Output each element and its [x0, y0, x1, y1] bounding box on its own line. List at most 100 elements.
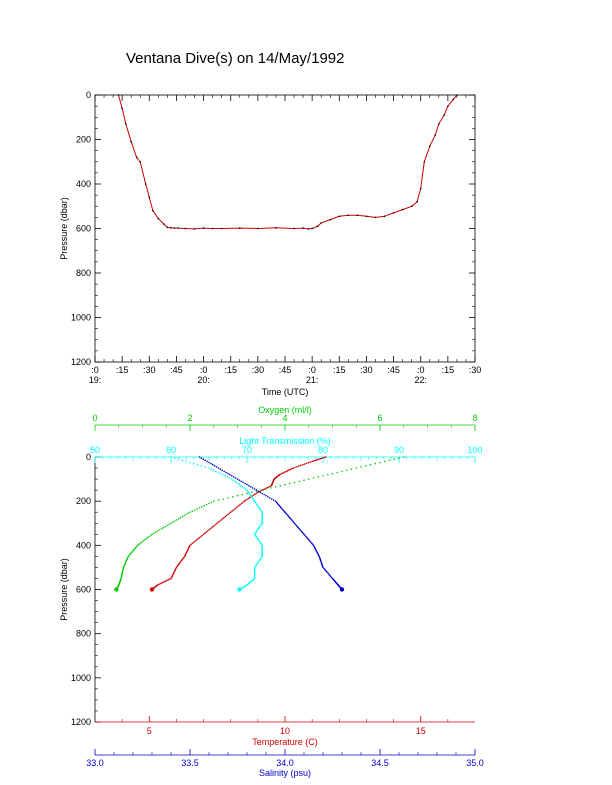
y-tick-label: 1200: [71, 357, 91, 367]
light-profile-point: [253, 567, 256, 570]
oxygen-profile-point: [166, 524, 168, 527]
temperature-profile-point: [242, 501, 244, 504]
temperature-profile-point: [298, 465, 300, 467]
depth-trace-point: [452, 98, 455, 101]
temperature-profile-point: [289, 468, 292, 471]
salinity-profile-point: [276, 502, 279, 505]
light-profile-point: [217, 471, 219, 474]
temperature-profile-point: [166, 579, 168, 582]
oxygen-profile-point: [158, 529, 161, 531]
salinity-profile-point: [259, 491, 262, 494]
temperature-profile-point: [223, 516, 225, 519]
temperature-axis-title: Temperature (C): [252, 737, 318, 747]
light-profile-point: [185, 460, 187, 463]
y-tick-label: 800: [76, 629, 91, 639]
light-profile-point: [261, 545, 264, 548]
depth-trace-line: [118, 94, 458, 230]
salinity-profile-point: [221, 469, 224, 472]
light-profile-point: [256, 530, 258, 532]
temperature-profile-point: [318, 458, 320, 461]
depth-trace-point: [152, 209, 154, 212]
temperature-profile-point: [162, 581, 164, 584]
temperature-profile-point: [202, 533, 205, 536]
light-profile-point: [250, 494, 252, 497]
temperature-profile-point: [194, 540, 197, 542]
oxygen-profile-point: [317, 476, 320, 478]
temperature-profile-point: [254, 493, 256, 495]
oxygen-profile-point: [336, 471, 339, 474]
salinity-profile-point: [283, 510, 285, 512]
x-tick-label: :45: [279, 365, 292, 375]
salinity-profile-point: [282, 509, 284, 511]
salinity-profile-point: [202, 458, 205, 461]
salinity-profile-point: [305, 535, 307, 538]
temperature-profile-point: [247, 497, 250, 500]
oxygen-profile-point: [130, 552, 132, 554]
depth-trace-point: [434, 134, 436, 136]
light-profile-point: [255, 502, 257, 505]
depth-trace-point: [275, 227, 277, 229]
light-profile-point: [259, 508, 261, 510]
oxygen-profile-point: [185, 513, 187, 516]
salinity-profile-point: [289, 518, 292, 520]
light-profile-point: [261, 553, 264, 555]
salinity-profile-point: [279, 505, 282, 508]
temperature-profile-point: [316, 458, 319, 461]
transmission-tick-label: 60: [166, 445, 176, 455]
salinity-profile-point: [299, 529, 302, 531]
chart-title: Ventana Dive(s) on 14/May/1992: [126, 50, 345, 67]
oxygen-axis-title: Oxygen (ml/l): [258, 405, 312, 415]
depth-trace-point: [166, 226, 169, 229]
salinity-profile-point: [251, 487, 254, 489]
temperature-tick-label: 10: [280, 726, 290, 736]
oxygen-profile-point: [128, 554, 130, 557]
oxygen-profile-point: [379, 461, 381, 464]
salinity-profile-point: [290, 519, 293, 521]
salinity-profile-point: [204, 459, 206, 462]
salinity-profile-point: [294, 523, 297, 526]
temperature-profile-point: [234, 508, 236, 510]
depth-trace-point: [124, 123, 127, 125]
temperature-profile-point: [324, 456, 327, 458]
temperature-profile-point: [177, 564, 179, 566]
oxygen-profile-bottom-point: [114, 587, 119, 592]
temperature-profile-point: [205, 531, 208, 533]
depth-trace-point: [173, 227, 176, 229]
y-tick-label: 600: [76, 585, 91, 595]
depth-trace-point: [311, 227, 313, 230]
temperature-profile-point: [244, 499, 247, 502]
oxygen-profile-point: [222, 498, 225, 500]
depth-trace-point: [316, 225, 319, 228]
x-tick-label-hour: 22:: [414, 375, 427, 385]
oxygen-profile-point: [135, 546, 137, 549]
transmission-axis-title: Light Transmission (%): [239, 436, 331, 446]
depth-trace-point: [293, 227, 295, 230]
temperature-profile-point: [178, 562, 181, 564]
depth-trace-point: [347, 214, 350, 216]
light-profile-point: [210, 468, 213, 470]
depth-trace-point: [443, 114, 446, 116]
x-tick-label: :45: [387, 365, 400, 375]
oxygen-profile-point: [341, 470, 343, 473]
temperature-profile-point: [311, 460, 313, 463]
light-profile-point: [243, 487, 245, 489]
time-series-plot: 020040060080010001200:019::15:30:45:020:…: [59, 90, 481, 397]
depth-trace-point: [329, 218, 332, 221]
light-profile-point: [249, 493, 251, 496]
temperature-profile-point: [219, 520, 221, 522]
salinity-profile-point: [310, 542, 313, 544]
salinity-profile-point: [208, 461, 210, 464]
temperature-profile-point: [229, 511, 232, 513]
oxygen-profile-point: [196, 508, 198, 510]
oxygen-profile-point: [162, 526, 165, 529]
oxygen-profile-point: [232, 496, 234, 498]
salinity-profile-point: [309, 541, 312, 543]
oxygen-profile-point: [255, 490, 258, 493]
temperature-profile-point: [322, 457, 324, 459]
oxygen-profile-point: [160, 528, 163, 530]
oxygen-profile-point: [138, 543, 140, 545]
oxygen-profile-point: [156, 530, 159, 532]
oxygen-profile-point: [279, 484, 282, 487]
y-axis-title: Pressure (dbar): [59, 558, 69, 621]
